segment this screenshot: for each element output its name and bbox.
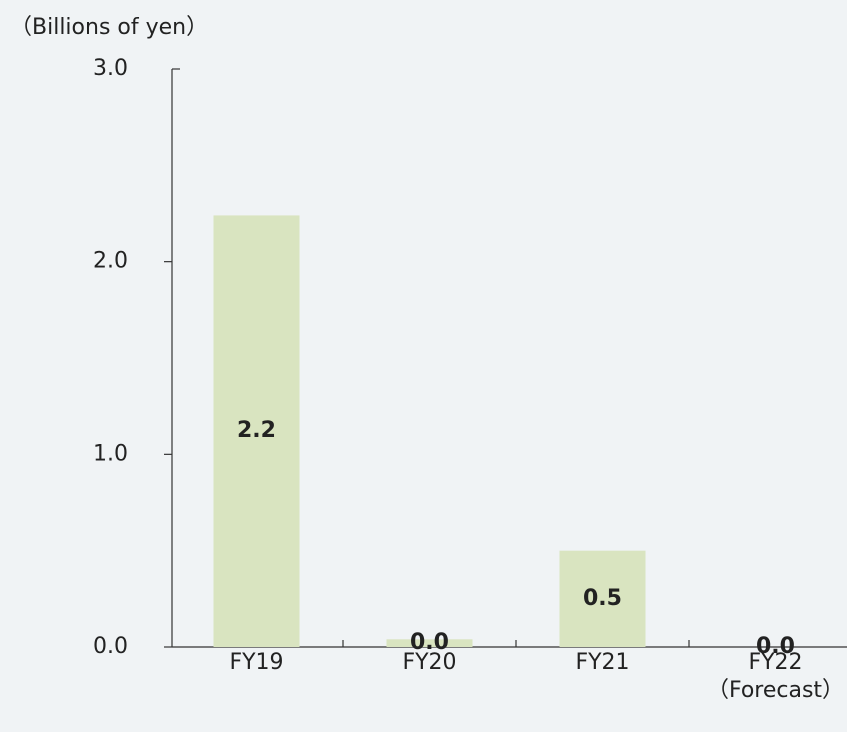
value-label: 0.0 (756, 634, 795, 659)
y-tick-label: 1.0 (93, 441, 128, 466)
x-tick-label: FY21 (575, 650, 630, 675)
y-tick-label: 0.0 (93, 634, 128, 659)
y-tick-label: 3.0 (93, 56, 128, 81)
value-label: 0.5 (583, 586, 622, 611)
bar (559, 550, 646, 647)
x-tick-label: FY20 (402, 650, 457, 675)
x-tick-label: FY19 (229, 650, 284, 675)
x-tick-label: FY22 （Forecast） (706, 650, 845, 703)
bar (213, 215, 300, 647)
y-tick-label: 2.0 (93, 249, 128, 274)
value-label: 0.0 (410, 630, 449, 655)
bar (386, 639, 473, 647)
value-label: 2.2 (237, 418, 276, 443)
y-axis-label: （Billions of yen） (10, 15, 208, 40)
